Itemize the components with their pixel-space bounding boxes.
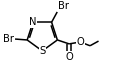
Text: Br: Br xyxy=(3,34,14,44)
Text: S: S xyxy=(39,46,45,56)
Text: N: N xyxy=(29,17,37,27)
Text: Br: Br xyxy=(58,1,69,11)
Text: O: O xyxy=(76,37,84,47)
Text: O: O xyxy=(65,52,73,62)
